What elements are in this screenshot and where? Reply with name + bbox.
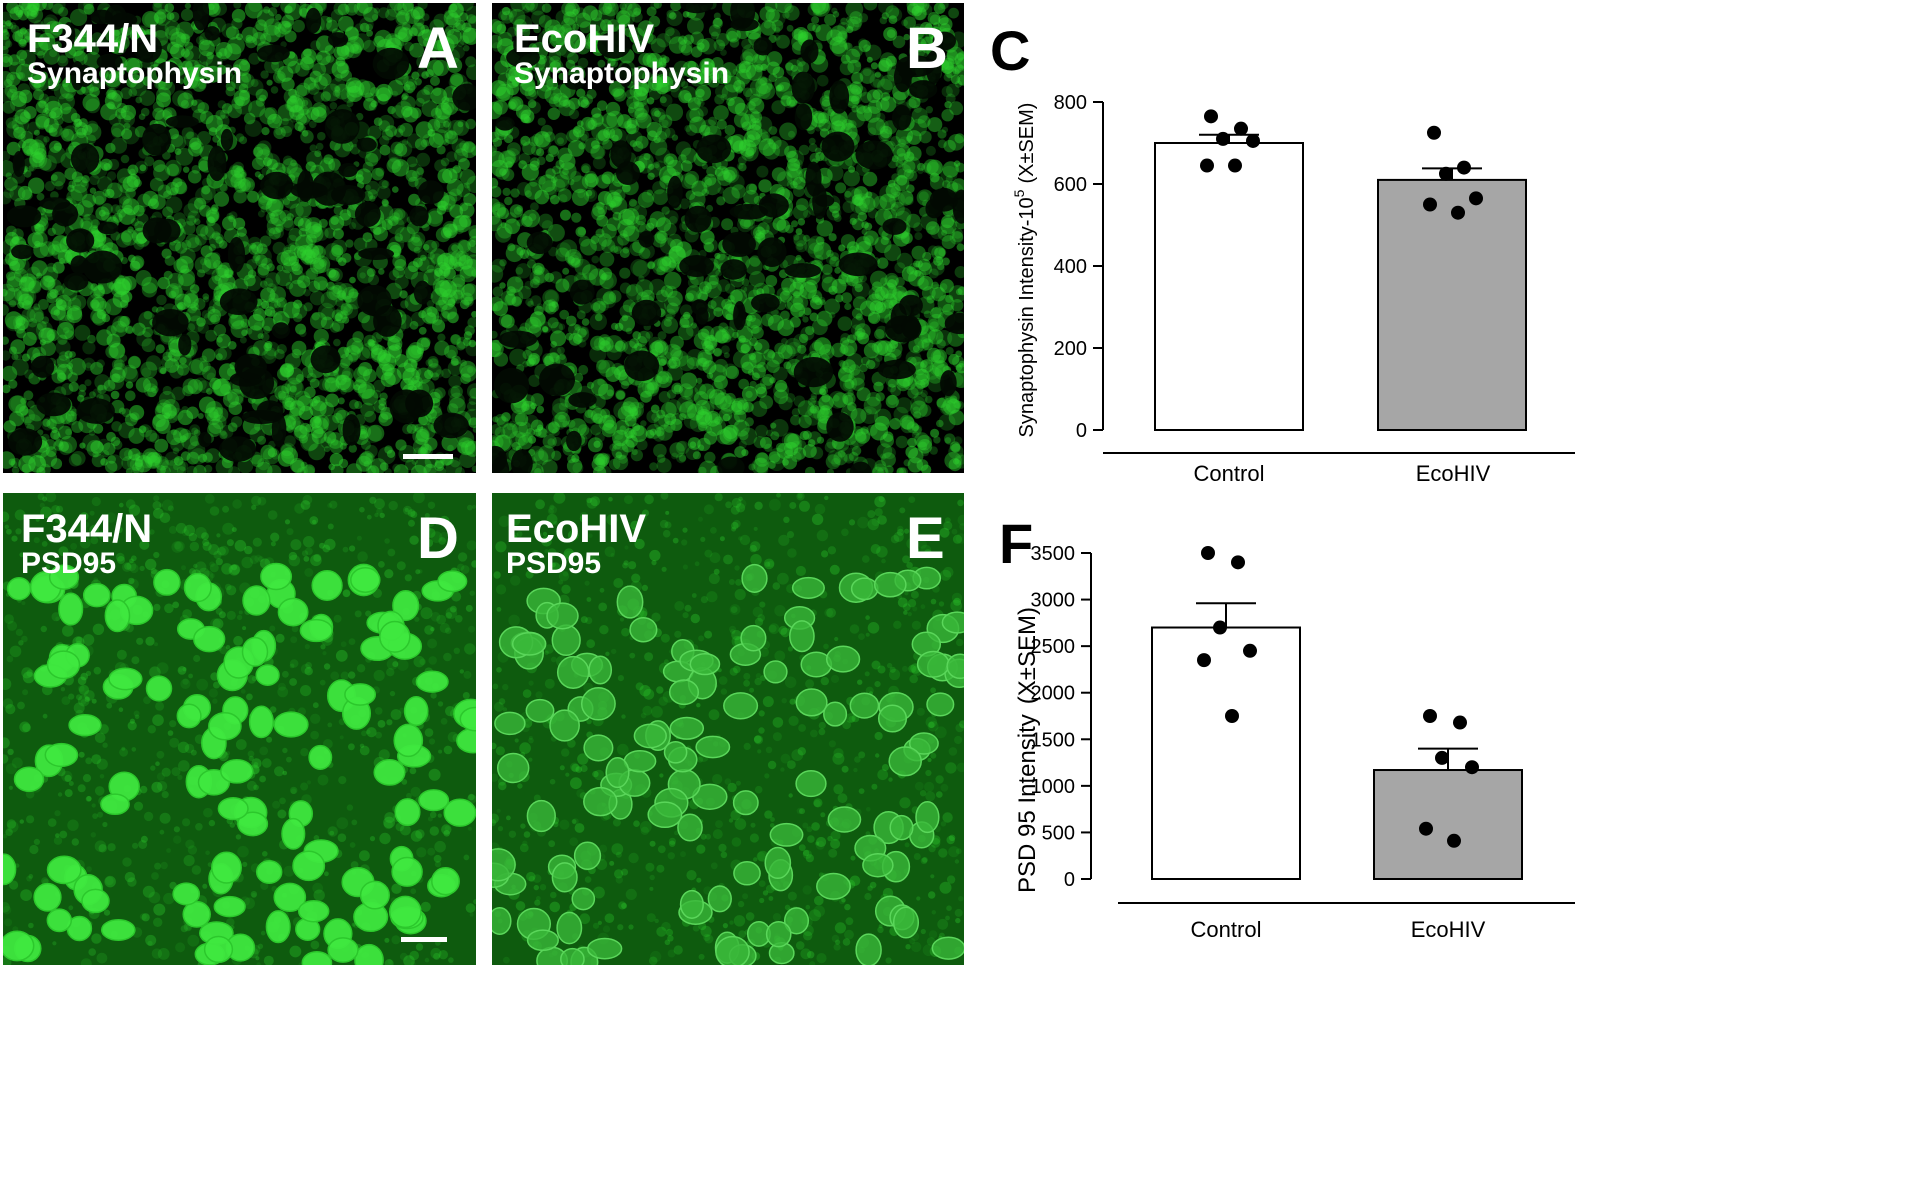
micrograph-e: EcoHIV PSD95 E [492, 493, 964, 965]
panel-b-stain: Synaptophysin [514, 57, 730, 90]
panel-a-stain: Synaptophysin [27, 57, 243, 90]
y-tick-label: 3500 [1031, 543, 1076, 565]
data-point [1234, 121, 1248, 136]
data-point [1469, 191, 1483, 206]
data-point [1243, 643, 1257, 658]
panel-c-letter: C [990, 19, 1030, 82]
scale-bar [403, 454, 453, 459]
panel-a-letter: A [417, 16, 459, 81]
y-tick-label: 600 [1054, 174, 1087, 196]
bar-ecohiv [1373, 769, 1523, 880]
chart-c-category-ecohiv: EcoHIV [1416, 461, 1491, 486]
data-point [1427, 125, 1441, 140]
data-point [1453, 715, 1467, 730]
chart-f-ylabel: PSD 95 Intensity(X±SEM) [1014, 607, 1041, 893]
y-tick-label: 1500 [1031, 729, 1076, 751]
y-tick-label: 0 [1076, 420, 1087, 442]
chart-psd95: F PSD 95 Intensity(X±SEM) 0 500 1000 1500 20… [999, 512, 1575, 942]
panel-d-strain: F344/N [21, 507, 153, 551]
data-point [1216, 131, 1230, 146]
chart-synaptophysin: C Synaptophysin Intensity-105(X±SEM) 0 20… [990, 19, 1575, 486]
data-point [1197, 653, 1211, 668]
data-point [1465, 760, 1479, 775]
cell-voids [6, 3, 476, 462]
data-point [1423, 709, 1437, 723]
bar-control [1151, 626, 1301, 880]
y-tick-label: 500 [1042, 822, 1075, 844]
neuron-cells [492, 563, 964, 965]
panel-b-letter: B [906, 16, 948, 81]
y-tick-label: 1000 [1031, 776, 1076, 798]
bar-ecohiv [1377, 178, 1527, 431]
chart-c-ylabel: Synaptophysin Intensity-105(X±SEM) [1011, 103, 1038, 438]
neuron-cells [3, 562, 476, 965]
cell-voids [492, 3, 964, 473]
panel-e-stain: PSD95 [506, 547, 602, 580]
panel-f-letter: F [999, 512, 1033, 575]
data-point [1213, 620, 1227, 635]
y-tick-label: 2000 [1031, 683, 1076, 705]
chart-f-category-ecohiv: EcoHIV [1411, 917, 1486, 942]
y-tick-label: 3000 [1031, 590, 1076, 612]
y-tick-label: 800 [1054, 92, 1087, 114]
micrograph-d: F344/N PSD95 D [3, 493, 476, 965]
panel-b-strain: EcoHIV [514, 17, 655, 61]
data-point [1246, 133, 1260, 148]
data-point [1200, 158, 1214, 173]
bar-control [1154, 142, 1304, 431]
micrograph-a: F344/N Synaptophysin A [3, 3, 476, 473]
panel-e-letter: E [906, 506, 945, 571]
chart-f-category-control: Control [1191, 917, 1262, 942]
y-tick-label: 400 [1054, 256, 1087, 278]
data-point [1435, 750, 1449, 765]
data-point [1457, 160, 1471, 175]
panel-e-strain: EcoHIV [506, 507, 647, 551]
panel-a-strain: F344/N [27, 17, 159, 61]
data-point [1439, 166, 1453, 181]
data-point [1201, 546, 1215, 560]
panel-d-stain: PSD95 [21, 547, 117, 580]
data-point [1423, 197, 1437, 212]
data-point [1228, 158, 1242, 173]
data-point [1419, 821, 1433, 836]
data-point [1451, 205, 1465, 220]
y-tick-label: 200 [1054, 338, 1087, 360]
data-point [1204, 109, 1218, 124]
y-tick-label: 2500 [1031, 636, 1076, 658]
micrograph-b: EcoHIV Synaptophysin B [492, 3, 964, 473]
data-point [1225, 709, 1239, 723]
scale-bar [401, 937, 447, 942]
panel-d-letter: D [417, 506, 459, 571]
y-tick-label: 0 [1064, 869, 1075, 891]
chart-c-category-control: Control [1194, 461, 1265, 486]
data-point [1447, 833, 1461, 848]
data-point [1231, 555, 1245, 570]
